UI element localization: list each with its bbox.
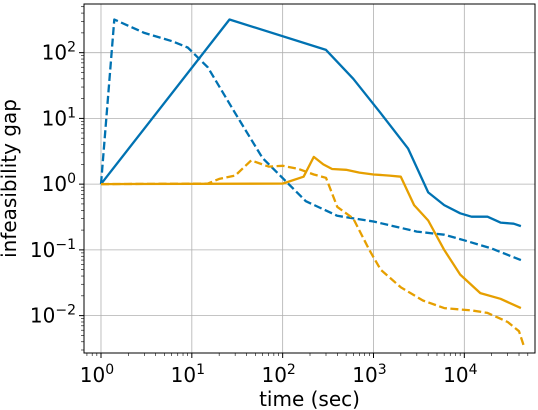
- x-tick-label: 100: [80, 362, 114, 387]
- x-tick-label: 103: [352, 362, 386, 387]
- y-tick-label: 10−1: [30, 237, 76, 262]
- series-group: [99, 18, 525, 346]
- series-line-3-solid: [100, 155, 522, 310]
- series-line-2-dashed: [99, 18, 522, 262]
- x-axis-label: time (sec): [259, 387, 360, 410]
- y-tick-label: 102: [42, 40, 76, 65]
- y-axis-label: infeasibility gap: [0, 99, 21, 258]
- axis-ticks: 100 101 102 103 104 10−2 10−1 100 101 102: [30, 6, 529, 387]
- y-tick-label: 10−2: [30, 303, 76, 328]
- x-tick-label: 104: [443, 362, 477, 387]
- series-line-4-dashed: [100, 159, 525, 346]
- series-line-1-solid: [100, 18, 522, 228]
- x-tick-label: 101: [171, 362, 205, 387]
- x-tick-label: 102: [261, 362, 295, 387]
- grid-lines: [84, 4, 535, 353]
- y-tick-label: 101: [42, 105, 76, 130]
- plot-frame: [83, 3, 536, 354]
- y-tick-label: 100: [42, 171, 76, 196]
